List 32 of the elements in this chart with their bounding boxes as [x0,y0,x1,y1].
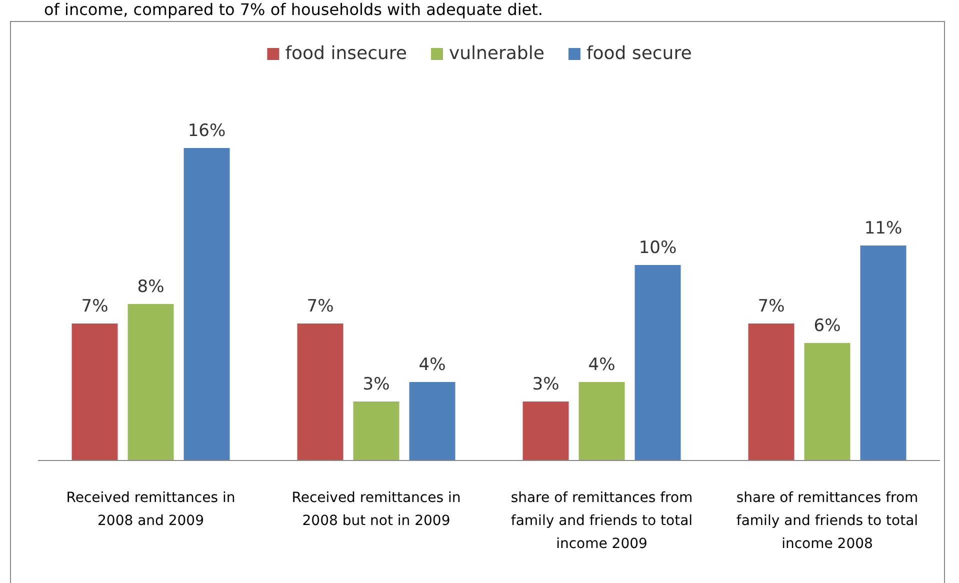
bar [297,324,344,460]
bar [522,402,569,460]
legend-label: food secure [586,43,692,64]
bar [184,148,230,460]
data-label: 3% [532,374,560,394]
data-label: 7% [758,296,785,316]
bar [578,382,625,460]
bar [634,265,681,460]
bar [72,324,118,460]
x-tick-label: share of remittances from family and friends to total income 2008 [736,490,918,552]
bar [748,324,794,460]
x-tick-label: Received remittances in 2008 and 2009 [66,490,236,529]
data-label: 4% [418,355,446,375]
data-label: 4% [588,355,616,375]
data-label: 6% [814,316,841,336]
x-tick-label: share of remittances from family and friends to total income 2009 [510,490,693,552]
data-label: 8% [137,277,164,297]
data-label: 3% [362,374,390,394]
bar [128,304,174,460]
bar [353,402,400,460]
data-label: 16% [188,121,226,141]
data-label: 11% [864,218,902,238]
data-label: 7% [81,296,108,316]
x-tick-label: Received remittances in 2008 but not in 2009 [292,490,461,529]
bar [804,343,850,460]
text: of income, compared to 7% of households with adequate diet. [44,0,543,19]
bar [860,246,906,460]
bar [409,382,456,460]
data-label: 10% [638,238,677,258]
data-label: 7% [306,296,334,316]
legend-label: food insecure [285,43,407,64]
legend-label: vulnerable [448,43,544,64]
